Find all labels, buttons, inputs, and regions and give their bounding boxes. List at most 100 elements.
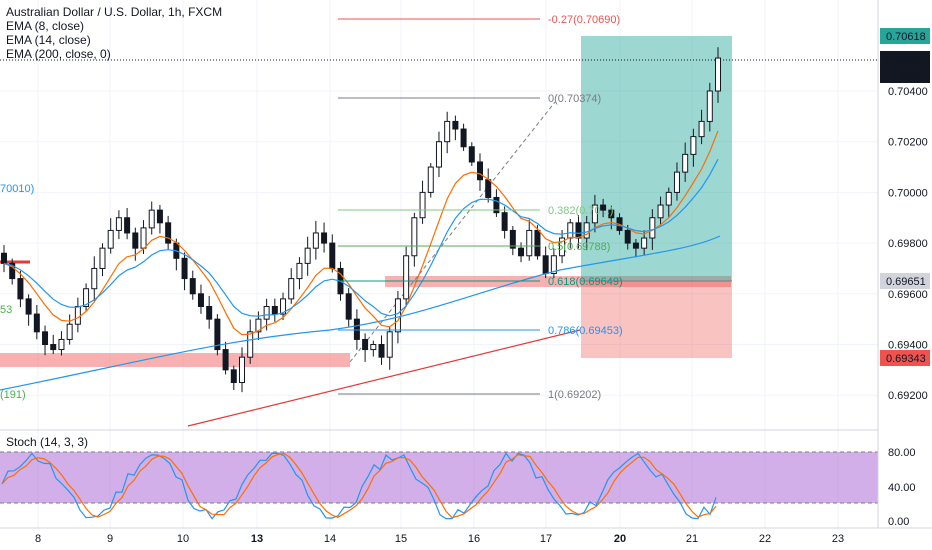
candle-body xyxy=(83,288,90,307)
candle-body xyxy=(345,293,352,320)
candle-body xyxy=(682,153,689,173)
candle-body xyxy=(42,331,49,346)
candle-body xyxy=(608,209,615,219)
candle-body xyxy=(665,191,672,206)
candle-body xyxy=(567,222,574,239)
time-tick-label: 20 xyxy=(614,533,626,545)
candle-body xyxy=(230,369,237,384)
candle-body xyxy=(403,255,410,300)
candle-body xyxy=(649,217,656,239)
time-tick-label: 21 xyxy=(686,533,698,545)
fib-level-label: 1(0.69202) xyxy=(548,389,601,401)
price-tick-label: 0.69200 xyxy=(888,390,928,402)
candle-body xyxy=(534,229,541,257)
candle-body xyxy=(304,247,311,264)
price-badge xyxy=(880,67,930,83)
candle-body xyxy=(329,242,336,269)
left-partial-label: (191) xyxy=(0,389,26,401)
candle-body xyxy=(58,338,65,351)
price-badge-label: 0.70618 xyxy=(886,31,926,43)
support-zone-left xyxy=(0,353,350,367)
ema-14-line xyxy=(3,158,719,317)
price-tick-label: 0.69600 xyxy=(888,289,928,301)
indicator-legend: Australian Dollar / U.S. Dollar, 1h, FXC… xyxy=(6,5,222,61)
candle-body xyxy=(50,344,57,351)
candle-body xyxy=(411,217,418,257)
candle-body xyxy=(386,331,393,358)
candle-body xyxy=(206,305,213,320)
time-tick-label: 15 xyxy=(395,533,407,545)
candle-body xyxy=(312,232,319,249)
stoch-d-line xyxy=(1,452,717,519)
candle-body xyxy=(214,318,221,351)
candle-body xyxy=(370,344,377,351)
indicator-ema8-label[interactable]: EMA (8, close) xyxy=(6,19,85,33)
candle-body xyxy=(296,262,303,280)
chart-title: Australian Dollar / U.S. Dollar, 1h, FXC… xyxy=(6,5,223,19)
candle-body xyxy=(140,227,147,249)
candle-body xyxy=(239,356,245,384)
candle-body xyxy=(25,298,32,315)
fib-level-label: 0.382(0.70...) xyxy=(548,205,613,217)
candle-body xyxy=(591,204,598,224)
candle-body xyxy=(452,120,459,130)
candle-body xyxy=(550,255,557,275)
candle-body xyxy=(189,278,196,295)
stoch-k-line xyxy=(1,452,717,520)
candle-body xyxy=(419,191,426,219)
time-tick-label: 22 xyxy=(759,533,771,545)
candle-body xyxy=(600,204,607,211)
time-tick-label: 8 xyxy=(35,533,41,545)
stoch-indicator-label[interactable]: Stoch (14, 3, 3) xyxy=(6,435,89,449)
candle-body xyxy=(1,252,7,264)
candle-body xyxy=(427,166,434,193)
candle-body xyxy=(247,331,254,358)
price-tick-label: 0.70000 xyxy=(888,187,928,199)
candle-body xyxy=(575,222,582,239)
candle-body xyxy=(280,298,287,315)
candle-body xyxy=(181,257,188,280)
position-loss-zone xyxy=(581,281,732,358)
candle-body xyxy=(288,278,295,300)
candle-body xyxy=(165,222,172,244)
candle-body xyxy=(435,141,442,168)
price-badge xyxy=(880,350,930,366)
candle-body xyxy=(715,57,721,92)
candle-body xyxy=(107,229,114,249)
candle-body xyxy=(115,217,122,231)
time-tick-label: 9 xyxy=(107,533,113,545)
indicator-ema14-label[interactable]: EMA (14, close) xyxy=(6,33,91,47)
candle-body xyxy=(394,298,401,333)
candle-body xyxy=(673,171,680,193)
time-tick-label: 16 xyxy=(468,533,480,545)
candle-body xyxy=(460,128,467,148)
price-tick-label: 0.69400 xyxy=(888,340,928,352)
candle-body xyxy=(518,247,525,257)
stoch-tick-label: 0.00 xyxy=(888,516,909,528)
candle-body xyxy=(99,247,106,269)
fib-level-label: -0.27(0.70690) xyxy=(548,14,620,26)
time-tick-label: 10 xyxy=(177,533,189,545)
stoch-band xyxy=(0,452,878,503)
candle-body xyxy=(353,318,360,340)
ema-8-line xyxy=(3,130,719,336)
candle-body xyxy=(657,204,664,219)
candle-body xyxy=(33,313,40,333)
fib-level-label: 0(0.70374) xyxy=(548,93,601,105)
fib-level-label: 0.5(0.69788) xyxy=(548,241,610,253)
support-zone-mid xyxy=(385,276,731,287)
indicator-ema200-label[interactable]: EMA (200, close, 0) xyxy=(6,47,111,61)
price-badge-label: 0.70531 xyxy=(886,54,926,66)
price-badge xyxy=(880,28,930,44)
candle-body xyxy=(542,255,549,275)
candle-body xyxy=(583,222,590,239)
price-badge xyxy=(880,273,930,289)
candle-body xyxy=(706,90,713,122)
left-partial-label: 70010) xyxy=(0,183,34,195)
candle-body xyxy=(477,161,483,181)
candle-body xyxy=(74,305,81,325)
candle-body xyxy=(156,209,163,224)
candle-body xyxy=(485,179,492,198)
candle-body xyxy=(690,136,697,155)
